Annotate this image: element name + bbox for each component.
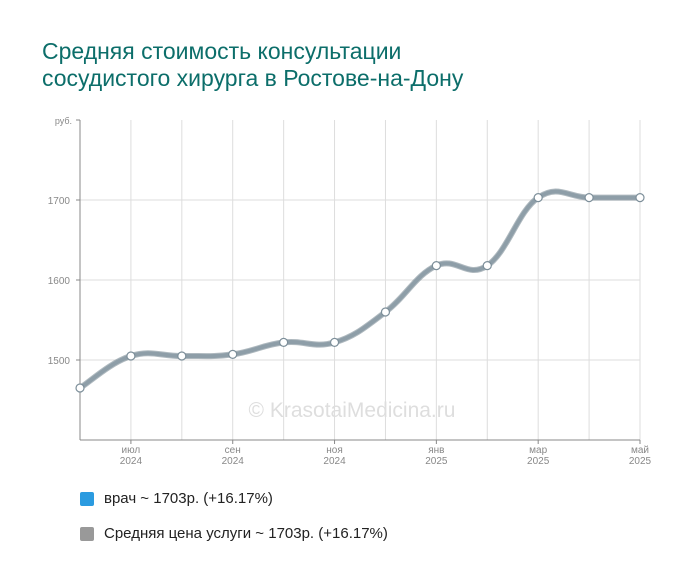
chart-title-line-2: сосудистого хирурга в Ростове-на-Дону — [42, 65, 464, 91]
data-point — [584, 193, 594, 203]
data-point — [533, 193, 543, 203]
x-tick-label-month: май — [631, 445, 649, 456]
y-tick-label: 1700 — [48, 196, 71, 207]
data-point — [431, 261, 441, 271]
x-tick-label-month: янв — [428, 445, 444, 456]
data-point — [126, 351, 136, 361]
x-tick-label-year: 2024 — [323, 456, 346, 467]
x-tick-label-year: 2025 — [629, 456, 652, 467]
y-tick-label: 1600 — [48, 276, 71, 287]
x-tick-label-year: 2024 — [222, 456, 245, 467]
data-point — [75, 383, 85, 393]
data-point — [228, 349, 238, 359]
y-unit-label: руб. — [55, 116, 72, 126]
legend-swatch-doctor — [80, 491, 94, 506]
chart-title-line-1: Средняя стоимость консультации — [42, 38, 402, 64]
series-line — [78, 189, 642, 390]
legend-swatch-average — [80, 526, 94, 541]
x-tick-label-month: мар — [529, 445, 547, 456]
x-tick-label-year: 2025 — [425, 456, 448, 467]
data-point — [635, 193, 645, 203]
x-tick-label-month: ноя — [326, 445, 343, 456]
data-point — [177, 351, 187, 361]
legend-item-average: Средняя цена услуги ~ 1703р. (+16.17%) — [80, 525, 388, 542]
x-tick-label-year: 2024 — [120, 456, 143, 467]
legend-label-average: Средняя цена услуги ~ 1703р. (+16.17%) — [104, 525, 388, 542]
x-tick-label-year: 2025 — [527, 456, 550, 467]
data-point — [279, 337, 289, 347]
data-point — [380, 307, 391, 317]
watermark: © KrasotaiMedicina.ru — [249, 399, 456, 422]
chart-title: Средняя стоимость консультации сосудисто… — [42, 38, 463, 92]
x-tick-label-month: сен — [225, 445, 241, 456]
legend-item-doctor: врач ~ 1703р. (+16.17%) — [80, 490, 273, 507]
x-tick-label-month: июл — [122, 445, 141, 456]
y-tick-label: 1500 — [48, 356, 71, 367]
data-point — [482, 261, 492, 271]
legend-label-doctor: врач ~ 1703р. (+16.17%) — [104, 490, 273, 507]
series-line-shadow — [77, 188, 643, 391]
data-point — [329, 337, 340, 347]
